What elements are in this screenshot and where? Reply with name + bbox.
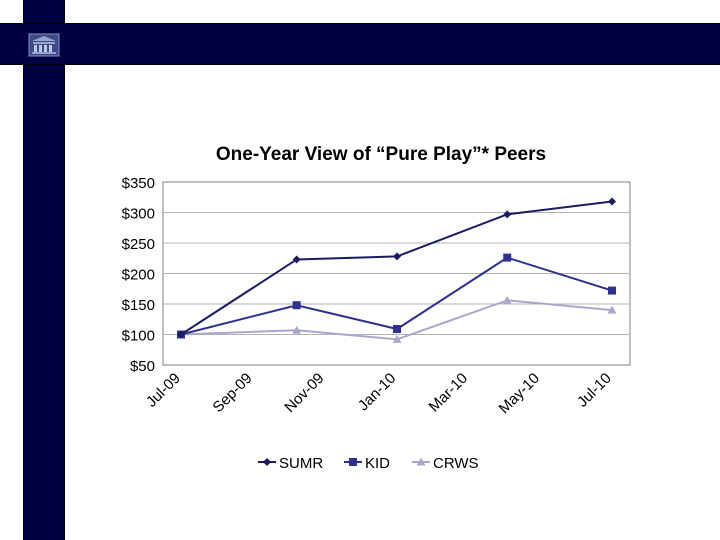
data-point (292, 255, 301, 264)
y-tick-label: $50 (130, 358, 155, 375)
building-logo-icon (28, 33, 60, 57)
data-point (393, 325, 402, 334)
y-tick-label: $200 (122, 267, 155, 284)
data-point (292, 325, 302, 334)
left-frame-bar (23, 0, 65, 540)
data-point (263, 458, 271, 466)
series-sumr (177, 197, 616, 339)
legend-item-sumr: SUMR (258, 455, 323, 472)
chart-title: One-Year View of “Pure Play”* Peers (216, 144, 546, 165)
data-point (608, 286, 616, 295)
y-tick-label: $100 (122, 328, 155, 345)
x-tick-label: Mar-10 (426, 370, 472, 416)
x-tick-label: Jul-09 (143, 370, 184, 411)
data-point (393, 252, 402, 261)
x-tick-label: Sep-09 (209, 370, 255, 416)
data-point (607, 305, 617, 314)
x-tick-label: Jan-10 (355, 370, 399, 414)
data-point (349, 458, 357, 466)
y-tick-label: $150 (122, 297, 155, 314)
x-tick-label: Jul-10 (574, 370, 615, 411)
y-tick-label: $300 (122, 206, 155, 223)
x-tick-label: May-10 (496, 370, 543, 417)
data-point (177, 330, 185, 339)
data-point (392, 334, 402, 343)
legend-label: CRWS (433, 455, 479, 472)
legend-label: KID (365, 455, 390, 472)
y-tick-label: $350 (122, 175, 155, 192)
legend-label: SUMR (279, 455, 323, 472)
top-frame-bar (0, 23, 720, 65)
data-point (292, 301, 301, 310)
data-point (503, 210, 512, 219)
y-tick-label: $250 (122, 236, 155, 253)
legend-item-kid: KID (344, 455, 390, 472)
x-tick-label: Nov-09 (281, 370, 327, 416)
legend-item-crws: CRWS (412, 455, 479, 472)
data-point (608, 197, 616, 206)
data-point (503, 253, 512, 262)
data-point (416, 457, 426, 466)
data-point (502, 295, 512, 304)
